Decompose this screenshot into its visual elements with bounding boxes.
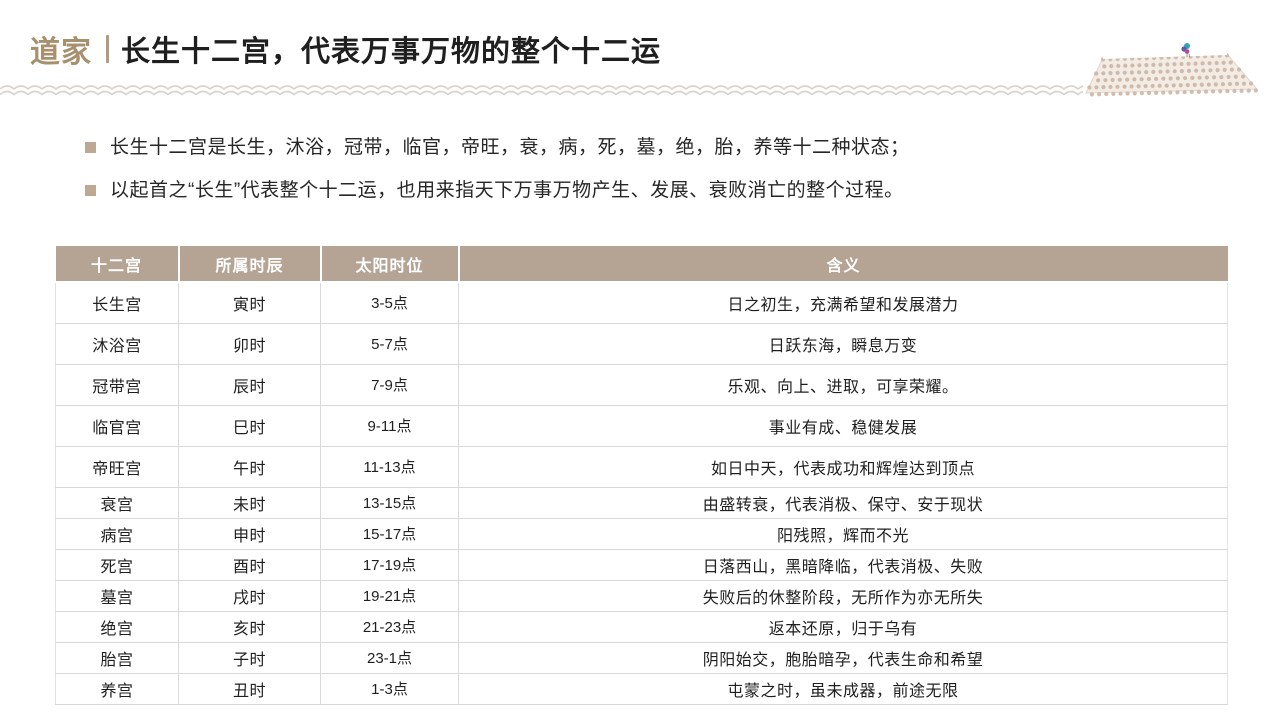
cell-meaning: 乐观、向上、进取，可享荣耀。	[458, 364, 1228, 406]
cell-meaning: 由盛转衰，代表消极、保守、安于现状	[458, 487, 1228, 519]
cell-palace: 绝宫	[55, 611, 179, 643]
cell-sun: 11-13点	[320, 446, 459, 488]
cell-hour: 午时	[178, 446, 321, 488]
cell-meaning: 如日中天，代表成功和辉煌达到顶点	[458, 446, 1228, 488]
cell-hour: 辰时	[178, 364, 321, 406]
cell-hour: 戌时	[178, 580, 321, 612]
cell-meaning: 失败后的休整阶段，无所作为亦无所失	[458, 580, 1228, 612]
slide-title-block: 道家 长生十二宫，代表万事万物的整个十二运	[30, 26, 661, 72]
cell-sun: 13-15点	[320, 487, 459, 519]
cell-meaning: 日落西山，黑暗降临，代表消极、失败	[458, 549, 1228, 581]
cell-hour: 申时	[178, 518, 321, 550]
table-row: 养宫 丑时 1-3点 屯蒙之时，虽未成器，前途无限	[55, 673, 1228, 705]
table-row: 衰宫 未时 13-15点 由盛转衰，代表消极、保守、安于现状	[55, 487, 1228, 519]
bullet-list: 长生十二宫是长生，沐浴，冠带，临官，帝旺，衰，病，死，墓，绝，胎，养等十二种状态…	[85, 134, 1205, 220]
tiled-roof-with-bird-icon	[1083, 42, 1261, 100]
cell-palace: 沐浴宫	[55, 323, 179, 365]
title-divider	[106, 35, 109, 63]
cell-palace: 衰宫	[55, 487, 179, 519]
cell-palace: 养宫	[55, 673, 179, 705]
cell-palace: 病宫	[55, 518, 179, 550]
cell-palace: 墓宫	[55, 580, 179, 612]
table-header: 十二宫 所属时辰 太阳时位 含义	[55, 246, 1228, 283]
cell-sun: 9-11点	[320, 405, 459, 447]
cell-hour: 子时	[178, 642, 321, 674]
bullet-text: 长生十二宫是长生，沐浴，冠带，临官，帝旺，衰，病，死，墓，绝，胎，养等十二种状态…	[110, 137, 910, 158]
cell-palace: 临官宫	[55, 405, 179, 447]
table-row: 绝宫 亥时 21-23点 返本还原，归于乌有	[55, 611, 1228, 643]
cell-sun: 15-17点	[320, 518, 459, 550]
column-header: 太阳时位	[320, 246, 460, 283]
cell-hour: 丑时	[178, 673, 321, 705]
cell-palace: 长生宫	[55, 282, 179, 324]
bullet-item: 以起首之“长生”代表整个十二运，也用来指天下万事万物产生、发展、衰败消亡的整个过…	[85, 177, 1205, 204]
cell-palace: 帝旺宫	[55, 446, 179, 488]
cell-palace: 冠带宫	[55, 364, 179, 406]
cell-meaning: 阳残照，辉而不光	[458, 518, 1228, 550]
cell-sun: 5-7点	[320, 323, 459, 365]
twelve-palaces-table: 十二宫 所属时辰 太阳时位 含义 长生宫 寅时 3-5点 日之初生，充满希望和发展潜力 沐浴宫…	[55, 246, 1228, 705]
wave-divider	[0, 85, 1085, 96]
table-row: 长生宫 寅时 3-5点 日之初生，充满希望和发展潜力	[55, 282, 1228, 324]
column-header: 含义	[458, 246, 1228, 283]
table-row: 临官宫 巳时 9-11点 事业有成、稳健发展	[55, 405, 1228, 447]
table-row: 帝旺宫 午时 11-13点 如日中天，代表成功和辉煌达到顶点	[55, 446, 1228, 488]
cell-meaning: 返本还原，归于乌有	[458, 611, 1228, 643]
cell-meaning: 屯蒙之时，虽未成器，前途无限	[458, 673, 1228, 705]
cell-hour: 寅时	[178, 282, 321, 324]
cell-palace: 死宫	[55, 549, 179, 581]
cell-sun: 19-21点	[320, 580, 459, 612]
column-header: 所属时辰	[178, 246, 322, 283]
category-label: 道家	[30, 36, 92, 69]
cell-sun: 7-9点	[320, 364, 459, 406]
column-header: 十二宫	[55, 246, 180, 283]
cell-sun: 1-3点	[320, 673, 459, 705]
cell-meaning: 事业有成、稳健发展	[458, 405, 1228, 447]
cell-hour: 酉时	[178, 549, 321, 581]
cell-sun: 23-1点	[320, 642, 459, 674]
table-row: 死宫 酉时 17-19点 日落西山，黑暗降临，代表消极、失败	[55, 549, 1228, 581]
cell-meaning: 日之初生，充满希望和发展潜力	[458, 282, 1228, 324]
cell-meaning: 日跃东海，瞬息万变	[458, 323, 1228, 365]
cell-sun: 17-19点	[320, 549, 459, 581]
bullet-item: 长生十二宫是长生，沐浴，冠带，临官，帝旺，衰，病，死，墓，绝，胎，养等十二种状态…	[85, 134, 1205, 161]
cell-sun: 3-5点	[320, 282, 459, 324]
table-row: 沐浴宫 卯时 5-7点 日跃东海，瞬息万变	[55, 323, 1228, 365]
bullet-text: 以起首之“长生”代表整个十二运，也用来指天下万事万物产生、发展、衰败消亡的整个过…	[110, 180, 904, 201]
cell-hour: 未时	[178, 487, 321, 519]
cell-hour: 亥时	[178, 611, 321, 643]
page-title: 长生十二宫，代表万事万物的整个十二运	[121, 36, 662, 68]
square-bullet-icon	[85, 185, 96, 196]
table-row: 胎宫 子时 23-1点 阴阳始交，胞胎暗孕，代表生命和希望	[55, 642, 1228, 674]
table-row: 冠带宫 辰时 7-9点 乐观、向上、进取，可享荣耀。	[55, 364, 1228, 406]
square-bullet-icon	[85, 142, 96, 153]
cell-sun: 21-23点	[320, 611, 459, 643]
table-row: 墓宫 戌时 19-21点 失败后的休整阶段，无所作为亦无所失	[55, 580, 1228, 612]
table-row: 病宫 申时 15-17点 阳残照，辉而不光	[55, 518, 1228, 550]
cell-hour: 卯时	[178, 323, 321, 365]
cell-meaning: 阴阳始交，胞胎暗孕，代表生命和希望	[458, 642, 1228, 674]
cell-palace: 胎宫	[55, 642, 179, 674]
cell-hour: 巳时	[178, 405, 321, 447]
